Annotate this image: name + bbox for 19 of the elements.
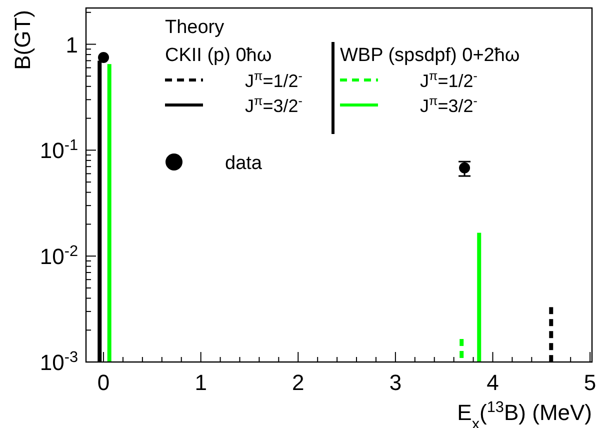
annotation: CKII (p) 0ħω — [165, 45, 272, 66]
x-tick-label: 5 — [584, 370, 596, 395]
y-axis-title: B(GT) — [10, 10, 35, 70]
legend-label: data — [225, 153, 262, 174]
x-tick-label: 4 — [486, 370, 499, 395]
x-tick-label: 0 — [97, 370, 110, 395]
x-tick-label: 2 — [292, 370, 304, 395]
legend-label: J$^{π}$=3/2$^{-}$ — [245, 94, 302, 116]
y-tick-label: 1 — [66, 32, 78, 58]
legend-title: Theory — [165, 17, 225, 38]
x-tick-label: 1 — [194, 370, 207, 395]
y-tick-label: 10$^{-1}$ — [40, 136, 78, 164]
legend-label: J$^{π}$=1/2$^{-}$ — [420, 69, 478, 91]
y-tick-label: 10$^{-3}$ — [40, 348, 78, 375]
legend-label: J$^{π}$=3/2$^{-}$ — [420, 94, 478, 116]
x-tick-label: 3 — [389, 370, 402, 395]
y-tick-label: 10$^{-2}$ — [40, 242, 78, 270]
annotation: WBP (spsdpf) 0+2ħω — [340, 45, 520, 66]
legend-label: J$^{π}$=1/2$^{-}$ — [245, 69, 302, 91]
